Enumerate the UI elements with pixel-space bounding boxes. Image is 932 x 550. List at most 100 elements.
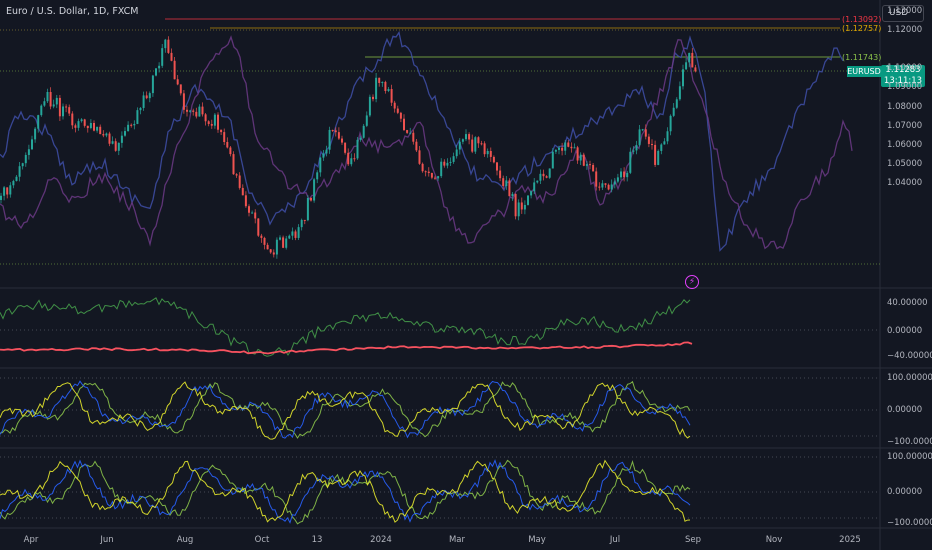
- candle-body: [527, 195, 529, 205]
- candle-body: [248, 206, 250, 213]
- candle-body: [99, 126, 102, 135]
- candle-body: [189, 110, 192, 112]
- candle-body: [334, 130, 337, 133]
- candle-body: [496, 162, 498, 171]
- candle-body: [356, 139, 359, 159]
- lightning-icon[interactable]: ⚡: [685, 275, 699, 289]
- candle-body: [365, 115, 368, 126]
- candle-body: [424, 171, 427, 173]
- candle-body: [120, 135, 123, 143]
- candle-body: [6, 187, 9, 195]
- candle-body: [114, 141, 117, 151]
- candle-body: [148, 93, 151, 99]
- candle-body: [263, 237, 266, 245]
- candle-body: [437, 176, 440, 179]
- overlay-line-purple: [0, 35, 853, 250]
- candle-body: [520, 202, 523, 210]
- candle-body: [409, 132, 412, 134]
- osc3-axis-label: −100.00000: [887, 518, 932, 528]
- candle-body: [511, 193, 514, 197]
- candle-body: [632, 150, 635, 152]
- candle-body: [458, 141, 461, 150]
- candle-body: [570, 146, 573, 149]
- candle-body: [461, 139, 464, 142]
- candle-body: [430, 172, 433, 178]
- candle-body: [378, 77, 381, 83]
- candle-body: [492, 156, 495, 163]
- osc1-axis-label: 40.00000: [887, 298, 928, 308]
- osc2-line-lime: [0, 380, 691, 439]
- time-axis-label: Nov: [765, 535, 783, 545]
- candle-body: [192, 110, 195, 112]
- candle-body: [446, 162, 449, 166]
- candle-body: [542, 173, 545, 177]
- candle-body: [595, 171, 598, 187]
- price-axis-label: 1.06000: [887, 139, 923, 150]
- level-label-red: (1.13092): [842, 15, 882, 24]
- candle-body: [161, 48, 164, 66]
- candle-body: [644, 129, 647, 137]
- candle-body: [589, 164, 591, 166]
- candle-body: [74, 125, 77, 128]
- candle-body: [635, 145, 638, 151]
- candle-body: [412, 132, 415, 142]
- candle-body: [421, 163, 424, 172]
- candle-body: [96, 126, 99, 131]
- candle-body: [443, 161, 446, 166]
- candle-body: [266, 244, 269, 250]
- candle-body: [186, 109, 188, 112]
- candle-body: [102, 134, 105, 136]
- osc1-axis-label: 0.00000: [887, 326, 923, 336]
- candle-body: [77, 121, 80, 128]
- candle-body: [275, 239, 278, 255]
- time-axis-label: Oct: [254, 535, 270, 545]
- candle-body: [551, 151, 554, 169]
- candle-body: [399, 112, 402, 119]
- price-axis-label: 1.04000: [887, 177, 923, 188]
- time-axis-label: 2025: [839, 535, 861, 545]
- osc1-axis-label: −40.00000: [887, 351, 932, 361]
- candle-body: [530, 191, 533, 196]
- currency-button[interactable]: USD: [882, 5, 924, 22]
- candle-body: [403, 118, 405, 131]
- candle-body: [523, 204, 526, 210]
- candle-body: [288, 235, 291, 239]
- candle-body: [164, 39, 167, 49]
- candle-body: [179, 84, 182, 94]
- candle-body: [201, 106, 204, 115]
- candle-body: [483, 143, 486, 155]
- candle-body: [337, 132, 340, 139]
- candle-body: [393, 102, 396, 109]
- candle-body: [235, 174, 238, 176]
- candle-body: [254, 212, 257, 219]
- price-axis-label: 1.09000: [887, 82, 923, 93]
- candle-body: [139, 107, 142, 111]
- candle-body: [641, 129, 644, 131]
- candle-body: [362, 125, 365, 138]
- candle-body: [558, 147, 560, 150]
- candle-body: [638, 129, 641, 146]
- candle-body: [12, 180, 15, 186]
- candle-body: [34, 128, 37, 140]
- candle-body: [310, 197, 312, 201]
- candle-body: [592, 164, 595, 172]
- candle-body: [282, 237, 285, 248]
- osc2-line-yellow: [0, 381, 691, 440]
- candle-body: [49, 91, 52, 107]
- candle-body: [71, 113, 74, 126]
- candle-body: [396, 108, 399, 113]
- candle-body: [561, 147, 564, 151]
- candle-body: [176, 79, 179, 85]
- candle-body: [297, 227, 300, 238]
- candle-body: [505, 180, 508, 187]
- candle-body: [133, 123, 136, 126]
- candle-body: [62, 106, 64, 117]
- candle-body: [384, 81, 387, 92]
- candle-body: [545, 176, 548, 178]
- osc1-line: [0, 297, 691, 357]
- time-axis-label: Jun: [100, 535, 114, 545]
- candle-body: [325, 149, 328, 154]
- candle-body: [613, 181, 616, 185]
- candle-body: [24, 154, 27, 164]
